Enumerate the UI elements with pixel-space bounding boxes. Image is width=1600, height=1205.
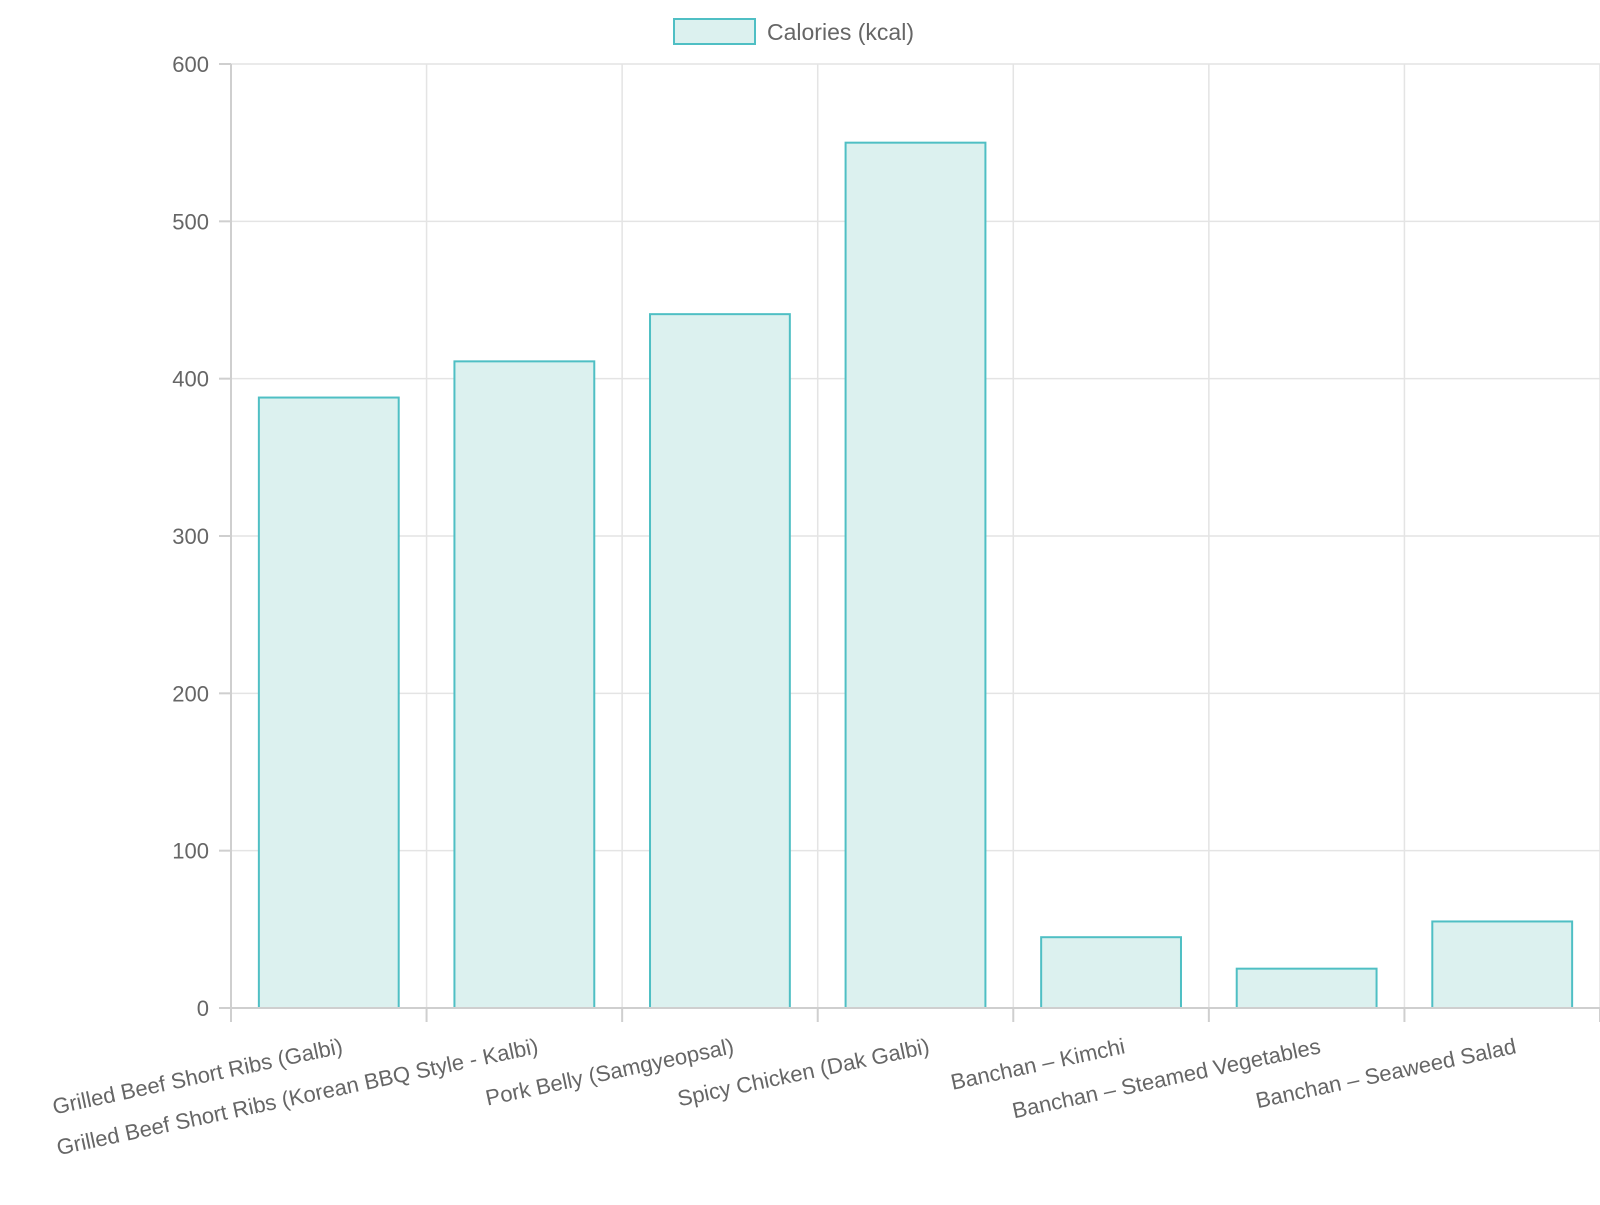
y-tick-label: 500 <box>172 209 209 234</box>
y-tick-label: 600 <box>172 52 209 77</box>
bar[interactable] <box>1431 920 1574 1010</box>
y-tick-label: 400 <box>172 367 209 392</box>
legend-swatch[interactable] <box>673 18 756 45</box>
bar[interactable] <box>453 360 596 1009</box>
bar[interactable] <box>844 141 987 1009</box>
bar[interactable] <box>257 396 400 1009</box>
bar[interactable] <box>649 313 791 1010</box>
legend-label[interactable]: Calories (kcal) <box>767 19 914 45</box>
y-tick-label: 100 <box>172 839 209 864</box>
y-tick-label: 300 <box>172 524 209 549</box>
bar[interactable] <box>1235 967 1378 1010</box>
legend[interactable]: Calories (kcal) <box>673 18 914 45</box>
y-tick-label: 200 <box>172 681 209 706</box>
y-tick-label: 0 <box>197 996 209 1021</box>
bars-layer <box>257 141 1574 1010</box>
bar[interactable] <box>1040 936 1182 1010</box>
